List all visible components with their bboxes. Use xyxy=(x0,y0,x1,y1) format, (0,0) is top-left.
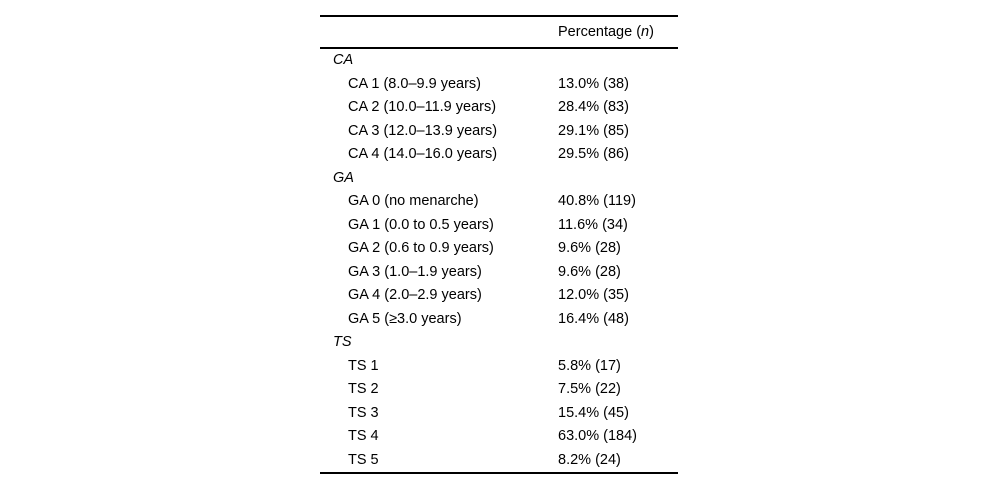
row-label: TS 3 xyxy=(348,404,379,421)
section-row-ca: CA xyxy=(320,49,678,73)
row-label: GA 0 (no menarche) xyxy=(348,193,479,210)
row-label: GA 3 (1.0–1.9 years) xyxy=(348,263,482,280)
row-label: CA 4 (14.0–16.0 years) xyxy=(348,146,498,163)
table-row: CA 2 (10.0–11.9 years) 28.4% (83) xyxy=(320,96,678,120)
row-label: GA 1 (0.0 to 0.5 years) xyxy=(348,216,494,233)
header-text-post: ) xyxy=(649,23,654,40)
row-label: GA 5 (≥3.0 years) xyxy=(348,310,462,327)
table-row: TS 2 7.5% (22) xyxy=(320,378,678,402)
table-header-rule xyxy=(320,46,678,49)
table-row: TS 5 8.2% (24) xyxy=(320,448,678,472)
table-header-row: Percentage (n) xyxy=(320,17,678,47)
table-row: TS 3 15.4% (45) xyxy=(320,401,678,425)
table-row: GA 2 (0.6 to 0.9 years) 9.6% (28) xyxy=(320,237,678,261)
section-label: TS xyxy=(333,334,352,351)
row-label: CA 2 (10.0–11.9 years) xyxy=(348,99,497,116)
row-label: GA 2 (0.6 to 0.9 years) xyxy=(348,240,494,257)
table-row: CA 3 (12.0–13.9 years) 29.1% (85) xyxy=(320,119,678,143)
table-bottom-rule xyxy=(320,471,678,474)
section-label: GA xyxy=(333,169,354,186)
table-row: CA 4 (14.0–16.0 years) 29.5% (86) xyxy=(320,143,678,167)
table-row: CA 1 (8.0–9.9 years) 13.0% (38) xyxy=(320,72,678,96)
table-row: GA 3 (1.0–1.9 years) 9.6% (28) xyxy=(320,260,678,284)
stats-table: Percentage (n) CA CA 1 (8.0–9.9 years) 1… xyxy=(320,15,678,474)
table-body: CA CA 1 (8.0–9.9 years) 13.0% (38) CA 2 … xyxy=(320,49,678,472)
table-row: TS 4 63.0% (184) xyxy=(320,425,678,449)
row-value: 12.0% (35) xyxy=(558,287,629,304)
row-value: 7.5% (22) xyxy=(558,381,621,398)
row-value: 63.0% (184) xyxy=(558,428,637,445)
row-label: TS 5 xyxy=(348,451,379,468)
row-value: 29.5% (86) xyxy=(558,146,629,163)
table-row: GA 4 (2.0–2.9 years) 12.0% (35) xyxy=(320,284,678,308)
row-value: 40.8% (119) xyxy=(558,193,636,210)
table-top-rule xyxy=(320,15,678,17)
row-label: CA 1 (8.0–9.9 years) xyxy=(348,75,481,92)
section-row-ga: GA xyxy=(320,166,678,190)
column-header-percentage: Percentage (n) xyxy=(558,24,654,40)
row-label: CA 3 (12.0–13.9 years) xyxy=(348,122,498,139)
row-value: 9.6% (28) xyxy=(558,263,621,280)
row-value: 13.0% (38) xyxy=(558,75,629,92)
table-row: TS 1 5.8% (17) xyxy=(320,354,678,378)
row-value: 16.4% (48) xyxy=(558,310,629,327)
table-row: GA 5 (≥3.0 years) 16.4% (48) xyxy=(320,307,678,331)
row-value: 8.2% (24) xyxy=(558,451,621,468)
row-label: TS 2 xyxy=(348,381,379,398)
row-value: 9.6% (28) xyxy=(558,240,621,257)
section-row-ts: TS xyxy=(320,331,678,355)
row-value: 28.4% (83) xyxy=(558,99,629,116)
row-value: 15.4% (45) xyxy=(558,404,629,421)
table-row: GA 0 (no menarche) 40.8% (119) xyxy=(320,190,678,214)
section-label: CA xyxy=(333,52,354,69)
row-label: GA 4 (2.0–2.9 years) xyxy=(348,287,482,304)
row-label: TS 4 xyxy=(348,428,379,445)
header-text-n: n xyxy=(641,23,650,40)
table-row: GA 1 (0.0 to 0.5 years) 11.6% (34) xyxy=(320,213,678,237)
row-label: TS 1 xyxy=(348,357,379,374)
row-value: 11.6% (34) xyxy=(558,216,628,233)
row-value: 5.8% (17) xyxy=(558,357,621,374)
row-value: 29.1% (85) xyxy=(558,122,629,139)
header-text-pre: Percentage ( xyxy=(558,23,642,40)
